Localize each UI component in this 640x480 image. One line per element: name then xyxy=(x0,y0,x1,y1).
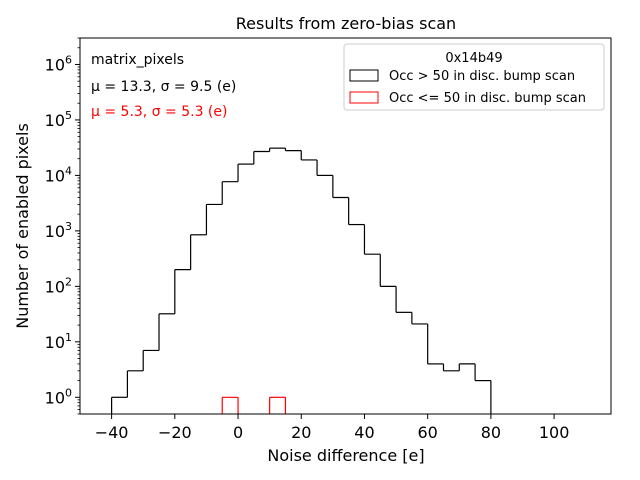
chart-title: Results from zero-bias scan xyxy=(236,14,456,33)
series-1 xyxy=(221,396,287,414)
plot-frame xyxy=(79,37,612,415)
legend-swatch-low-occ xyxy=(349,91,379,104)
y-axis-ticks: 100 101 102 103 104 105 106 xyxy=(45,37,80,415)
y-tick-label: 105 xyxy=(45,109,72,130)
legend-label-low-occ: Occ <= 50 in disc. bump scan xyxy=(389,91,586,106)
x-tick-label: −40 xyxy=(95,423,129,442)
legend-title: 0x14b49 xyxy=(445,51,502,66)
legend-swatch-high-occ xyxy=(349,69,379,82)
y-tick-label: 104 xyxy=(45,164,72,185)
y-tick-label: 100 xyxy=(45,386,72,407)
x-tick-label: 60 xyxy=(417,423,437,442)
x-tick-label: 20 xyxy=(291,423,311,442)
series-0 xyxy=(111,147,492,414)
x-tick-label: 40 xyxy=(354,423,374,442)
x-tick-label: 100 xyxy=(539,423,570,442)
legend-box xyxy=(343,43,605,111)
annotation-stats-all: μ = 13.3, σ = 9.5 (e) xyxy=(91,79,236,95)
x-tick-label: 80 xyxy=(481,423,501,442)
y-tick-label: 103 xyxy=(45,220,72,241)
y-tick-label: 101 xyxy=(45,331,72,352)
series-layer xyxy=(111,147,492,414)
x-axis-ticks: −40 −20 0 20 40 60 80 100 xyxy=(95,414,570,442)
annotation-matrix-pixels: matrix_pixels xyxy=(91,52,184,68)
y-axis-label: Number of enabled pixels xyxy=(13,123,32,329)
annotation-stats-low-occ: μ = 5.3, σ = 5.3 (e) xyxy=(91,104,227,120)
legend-label-high-occ: Occ > 50 in disc. bump scan xyxy=(389,69,575,84)
x-axis-label: Noise difference [e] xyxy=(267,446,424,465)
x-tick-label: −20 xyxy=(158,423,192,442)
y-tick-label: 102 xyxy=(45,275,72,296)
x-tick-label: 0 xyxy=(233,423,243,442)
y-tick-label: 106 xyxy=(45,53,72,74)
legend: 0x14b49 Occ > 50 in disc. bump scan Occ … xyxy=(343,43,605,111)
